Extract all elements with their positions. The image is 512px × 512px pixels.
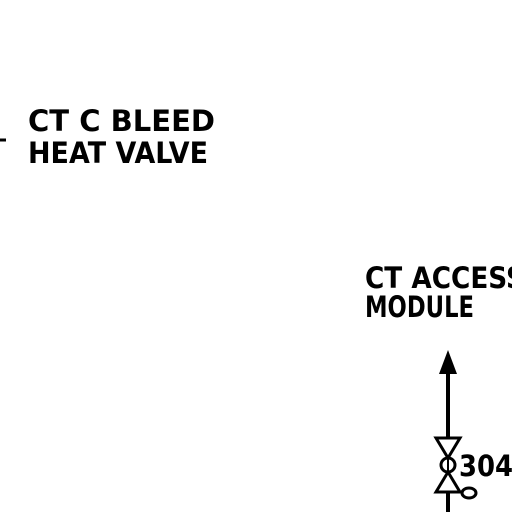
access-module-label-line2: MODULE	[365, 290, 474, 324]
bleed-heat-valve-label-line1: CT C BLEED	[28, 104, 215, 138]
flow-arrow-head	[439, 350, 457, 374]
valve-tag-label: 3046	[459, 449, 512, 483]
gate-valve-icon	[433, 436, 463, 494]
bleed-heat-valve-label-line2: HEAT VALVE	[28, 136, 208, 170]
valve-indicator-icon	[460, 486, 478, 500]
access-module-label-line1: CT ACCESS	[365, 261, 512, 295]
